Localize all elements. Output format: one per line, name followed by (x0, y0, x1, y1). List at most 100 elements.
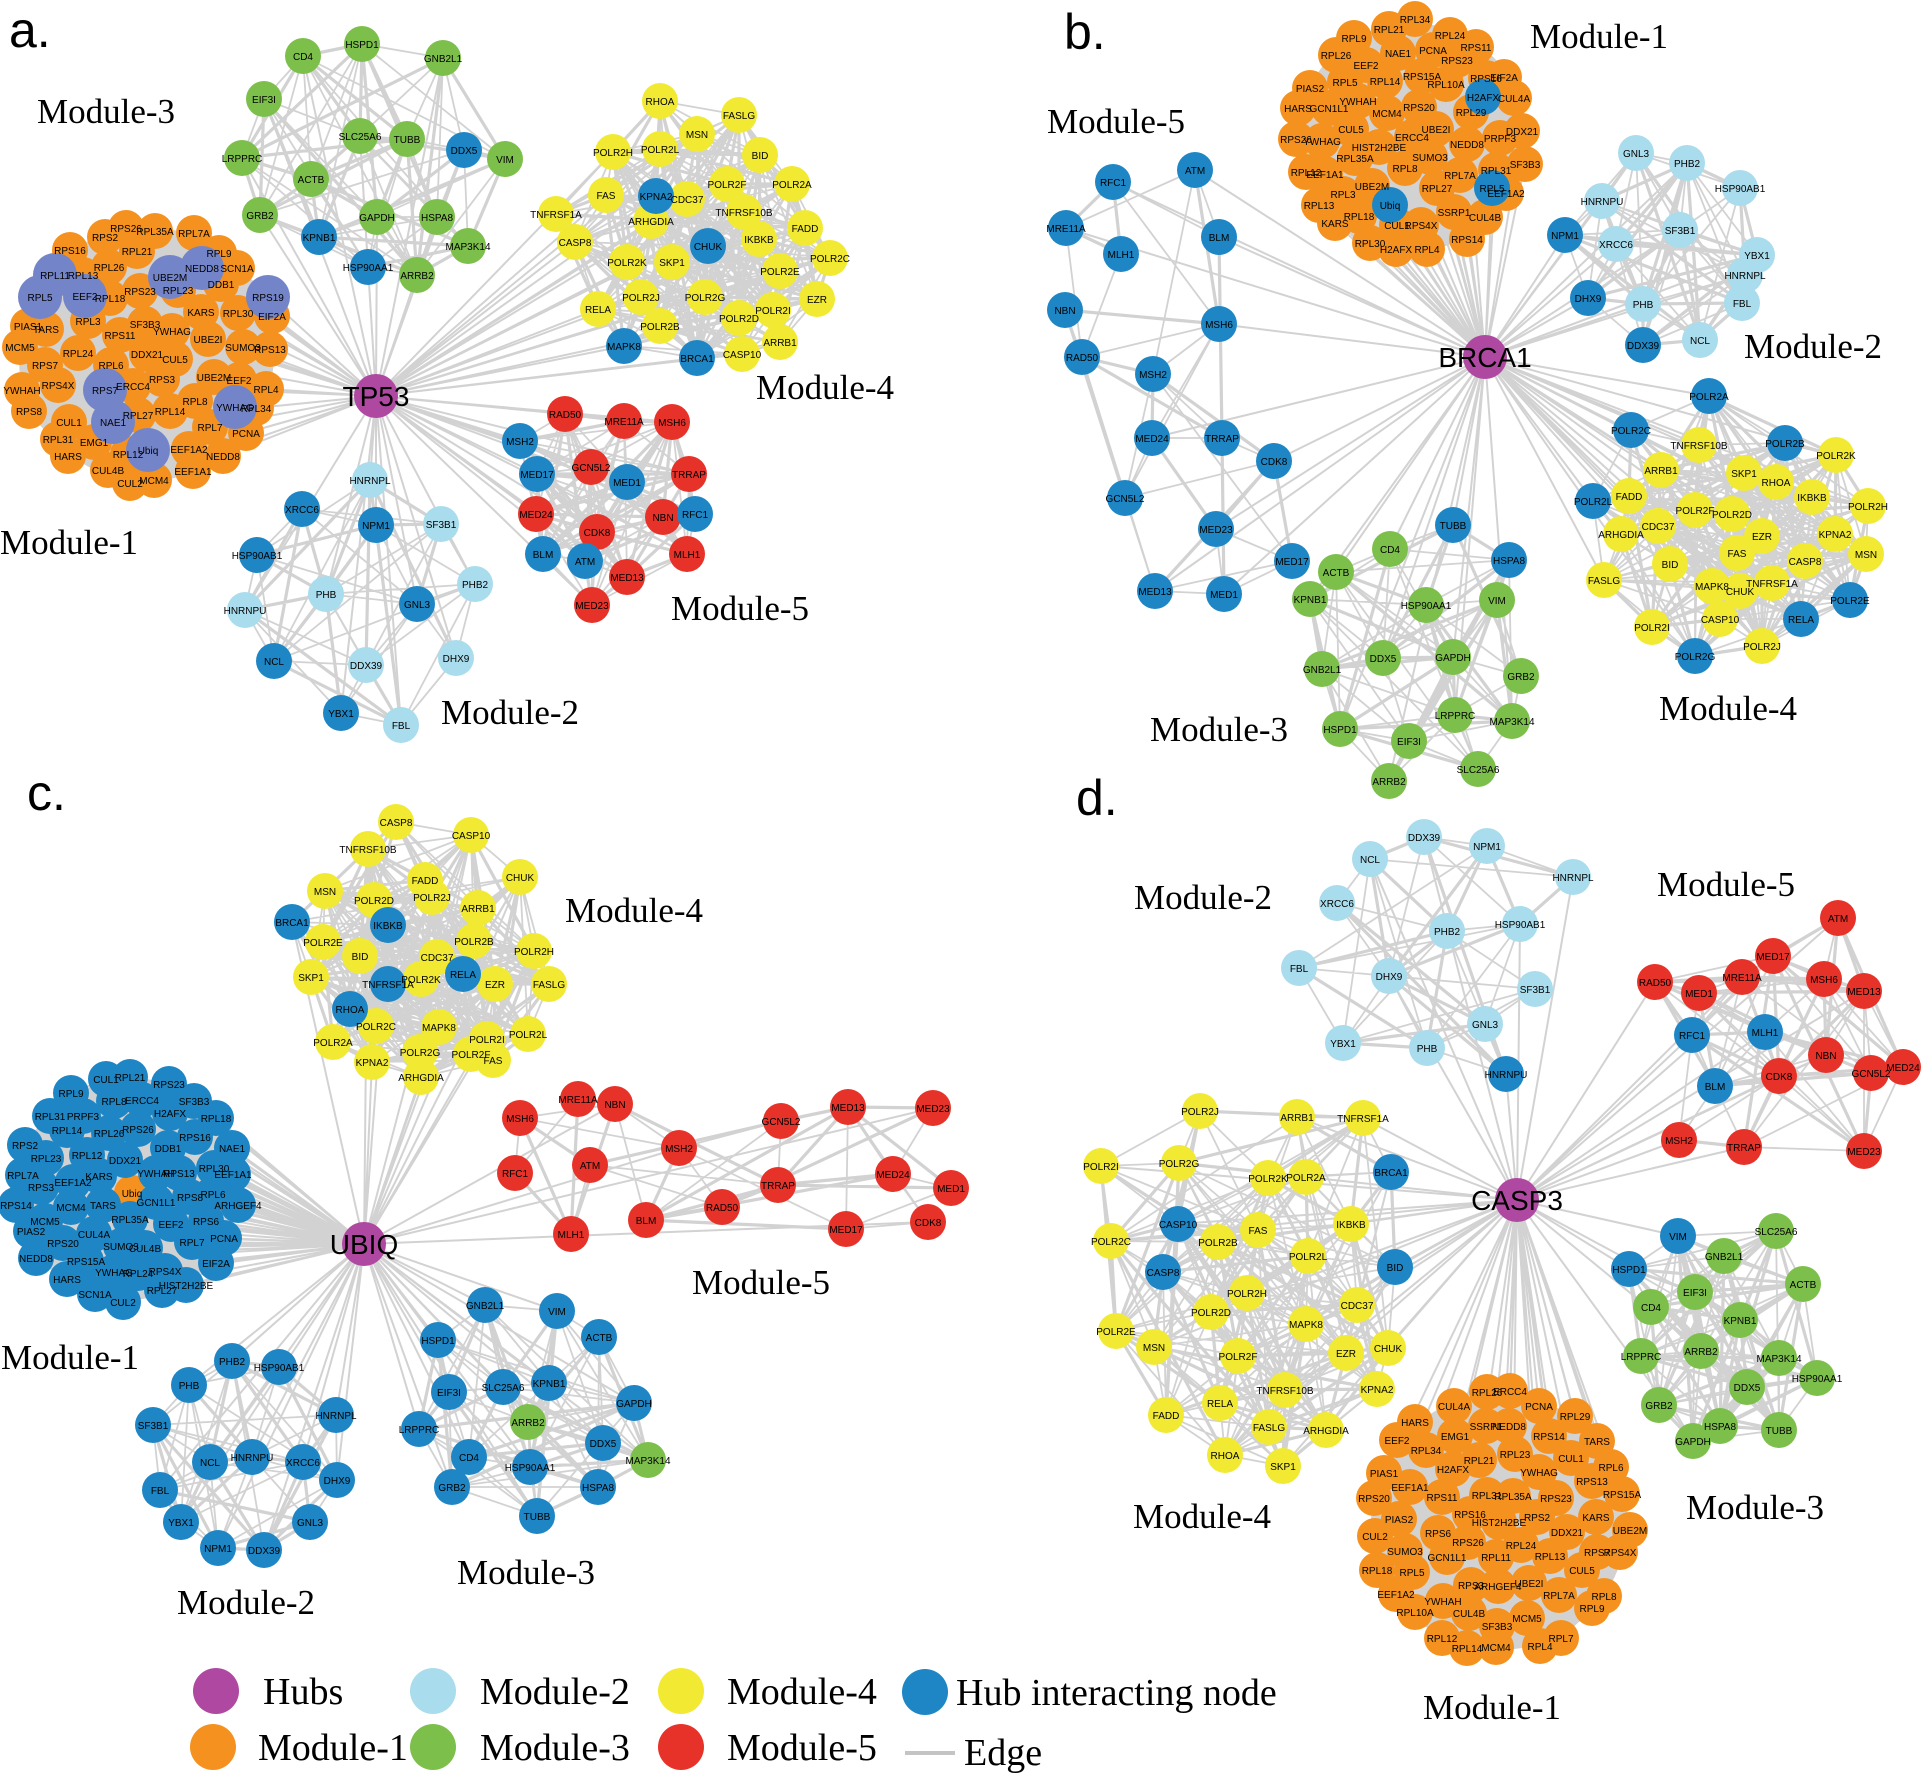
svg-text:MSH6: MSH6 (506, 1114, 534, 1125)
svg-text:RPL24: RPL24 (123, 1269, 154, 1280)
svg-text:SF3B1: SF3B1 (1520, 985, 1551, 996)
svg-text:EEF2: EEF2 (226, 376, 251, 387)
svg-text:RPL3: RPL3 (1330, 190, 1355, 201)
svg-text:GNB2L1: GNB2L1 (1705, 1252, 1744, 1263)
svg-text:HNRNPL: HNRNPL (315, 1411, 357, 1422)
svg-text:RPL26: RPL26 (1321, 51, 1352, 62)
svg-text:DDX5: DDX5 (451, 146, 478, 157)
svg-text:RPL10A: RPL10A (1427, 80, 1465, 91)
svg-text:KARS: KARS (187, 308, 215, 319)
svg-text:BID: BID (1387, 1263, 1404, 1274)
svg-text:GRB2: GRB2 (438, 1483, 466, 1494)
svg-text:CDK8: CDK8 (1261, 457, 1288, 468)
svg-text:EIF3I: EIF3I (437, 1388, 461, 1399)
svg-text:CD4: CD4 (293, 52, 313, 63)
svg-text:POLR2H: POLR2H (1227, 1289, 1267, 1300)
svg-text:SLC25A6: SLC25A6 (1457, 765, 1500, 776)
svg-text:CUL1: CUL1 (1384, 221, 1410, 232)
svg-text:IKBKB: IKBKB (373, 921, 403, 932)
svg-text:SF3B1: SF3B1 (1665, 226, 1696, 237)
svg-text:CUL1: CUL1 (1558, 1454, 1584, 1465)
svg-text:POLR2L: POLR2L (1289, 1252, 1328, 1263)
svg-text:RPL31: RPL31 (35, 1112, 66, 1123)
svg-text:MED13: MED13 (1138, 587, 1172, 598)
svg-text:HNRNPL: HNRNPL (1552, 873, 1594, 884)
svg-text:RPL35A: RPL35A (136, 227, 174, 238)
svg-text:ARRB2: ARRB2 (400, 271, 434, 282)
svg-text:TRRAP: TRRAP (1727, 1143, 1761, 1154)
svg-text:POLR2J: POLR2J (1743, 642, 1781, 653)
svg-text:MRE11A: MRE11A (1046, 224, 1086, 235)
svg-text:EEF1A1: EEF1A1 (1391, 1483, 1429, 1494)
svg-text:MED1: MED1 (1685, 989, 1713, 1000)
svg-text:EEF1A1: EEF1A1 (1306, 170, 1344, 181)
svg-text:RPS16: RPS16 (54, 246, 86, 257)
svg-text:POLR2K: POLR2K (401, 975, 441, 986)
svg-text:PCNA: PCNA (232, 429, 260, 440)
svg-text:Module-4: Module-4 (1133, 1497, 1271, 1536)
svg-text:TRRAP: TRRAP (761, 1181, 795, 1192)
svg-text:POLR2A: POLR2A (313, 1038, 353, 1049)
svg-text:MCM5: MCM5 (30, 1217, 60, 1228)
svg-text:RPL3: RPL3 (75, 317, 100, 328)
svg-text:MED23: MED23 (1847, 1147, 1881, 1158)
svg-text:MAP3K14: MAP3K14 (445, 242, 490, 253)
svg-text:RPL24: RPL24 (1435, 31, 1466, 42)
svg-text:HARS: HARS (1401, 1418, 1429, 1429)
svg-text:RPL8: RPL8 (1591, 1592, 1616, 1603)
svg-text:RPS7: RPS7 (32, 361, 59, 372)
svg-text:RPL7: RPL7 (1548, 1634, 1573, 1645)
svg-text:RAD50: RAD50 (706, 1203, 739, 1214)
svg-text:ATM: ATM (580, 1161, 600, 1172)
svg-text:CUL4A: CUL4A (78, 1230, 111, 1241)
svg-text:NPM1: NPM1 (204, 1544, 232, 1555)
svg-text:ERCC4: ERCC4 (125, 1096, 159, 1107)
svg-text:NCL: NCL (264, 657, 284, 668)
svg-text:RPL34: RPL34 (241, 404, 272, 415)
svg-text:RPL21: RPL21 (1374, 25, 1405, 36)
svg-text:Module-1: Module-1 (1, 1338, 139, 1377)
svg-text:RPL14: RPL14 (155, 407, 186, 418)
svg-text:CUL5: CUL5 (1569, 1566, 1595, 1577)
svg-text:LRPPRC: LRPPRC (222, 154, 263, 165)
svg-text:UBE2M: UBE2M (1613, 1526, 1647, 1537)
svg-text:UBIQ: UBIQ (330, 1229, 398, 1260)
svg-text:ARRB2: ARRB2 (1684, 1347, 1718, 1358)
svg-text:Module-2: Module-2 (441, 693, 579, 732)
svg-text:CASP8: CASP8 (1789, 557, 1822, 568)
svg-text:EIF2A: EIF2A (1490, 73, 1518, 84)
svg-text:RAD50: RAD50 (549, 410, 582, 421)
svg-text:SLC25A6: SLC25A6 (482, 1383, 525, 1394)
svg-text:RPS3: RPS3 (149, 375, 176, 386)
svg-text:RPS23: RPS23 (1540, 1494, 1572, 1505)
svg-text:POLR2F: POLR2F (452, 1050, 491, 1061)
svg-text:UBE2M: UBE2M (197, 373, 231, 384)
svg-text:Edge: Edge (964, 1732, 1042, 1774)
svg-text:RPS4X: RPS4X (42, 381, 75, 392)
svg-text:CASP8: CASP8 (559, 238, 592, 249)
svg-text:RPL31: RPL31 (1472, 1491, 1503, 1502)
svg-text:XRCC6: XRCC6 (1320, 899, 1354, 910)
svg-text:RPS20: RPS20 (1358, 1494, 1390, 1505)
svg-text:MSN: MSN (1855, 550, 1877, 561)
svg-text:POLR2D: POLR2D (354, 896, 394, 907)
svg-text:GNL3: GNL3 (1472, 1020, 1499, 1031)
svg-text:FAS: FAS (484, 1056, 503, 1067)
svg-text:DDX21: DDX21 (1551, 1528, 1584, 1539)
svg-text:RPS2: RPS2 (92, 233, 119, 244)
svg-text:RPS16: RPS16 (1454, 1510, 1486, 1521)
svg-text:MSN: MSN (314, 887, 336, 898)
svg-text:POLR2L: POLR2L (641, 145, 680, 156)
svg-text:FADD: FADD (792, 224, 819, 235)
svg-text:RPS6: RPS6 (193, 1217, 220, 1228)
svg-text:RPS8: RPS8 (177, 1193, 204, 1204)
svg-text:MED17: MED17 (1756, 952, 1790, 963)
svg-text:RPL30: RPL30 (199, 1164, 230, 1175)
svg-text:BRCA1: BRCA1 (1374, 1168, 1408, 1179)
svg-text:RPS16: RPS16 (1470, 74, 1502, 85)
svg-text:SLC25A6: SLC25A6 (339, 132, 382, 143)
svg-text:EMG1: EMG1 (80, 438, 109, 449)
svg-text:RPL9: RPL9 (1579, 1604, 1604, 1615)
svg-text:Module-1: Module-1 (0, 523, 138, 562)
svg-text:NBN: NBN (604, 1100, 625, 1111)
